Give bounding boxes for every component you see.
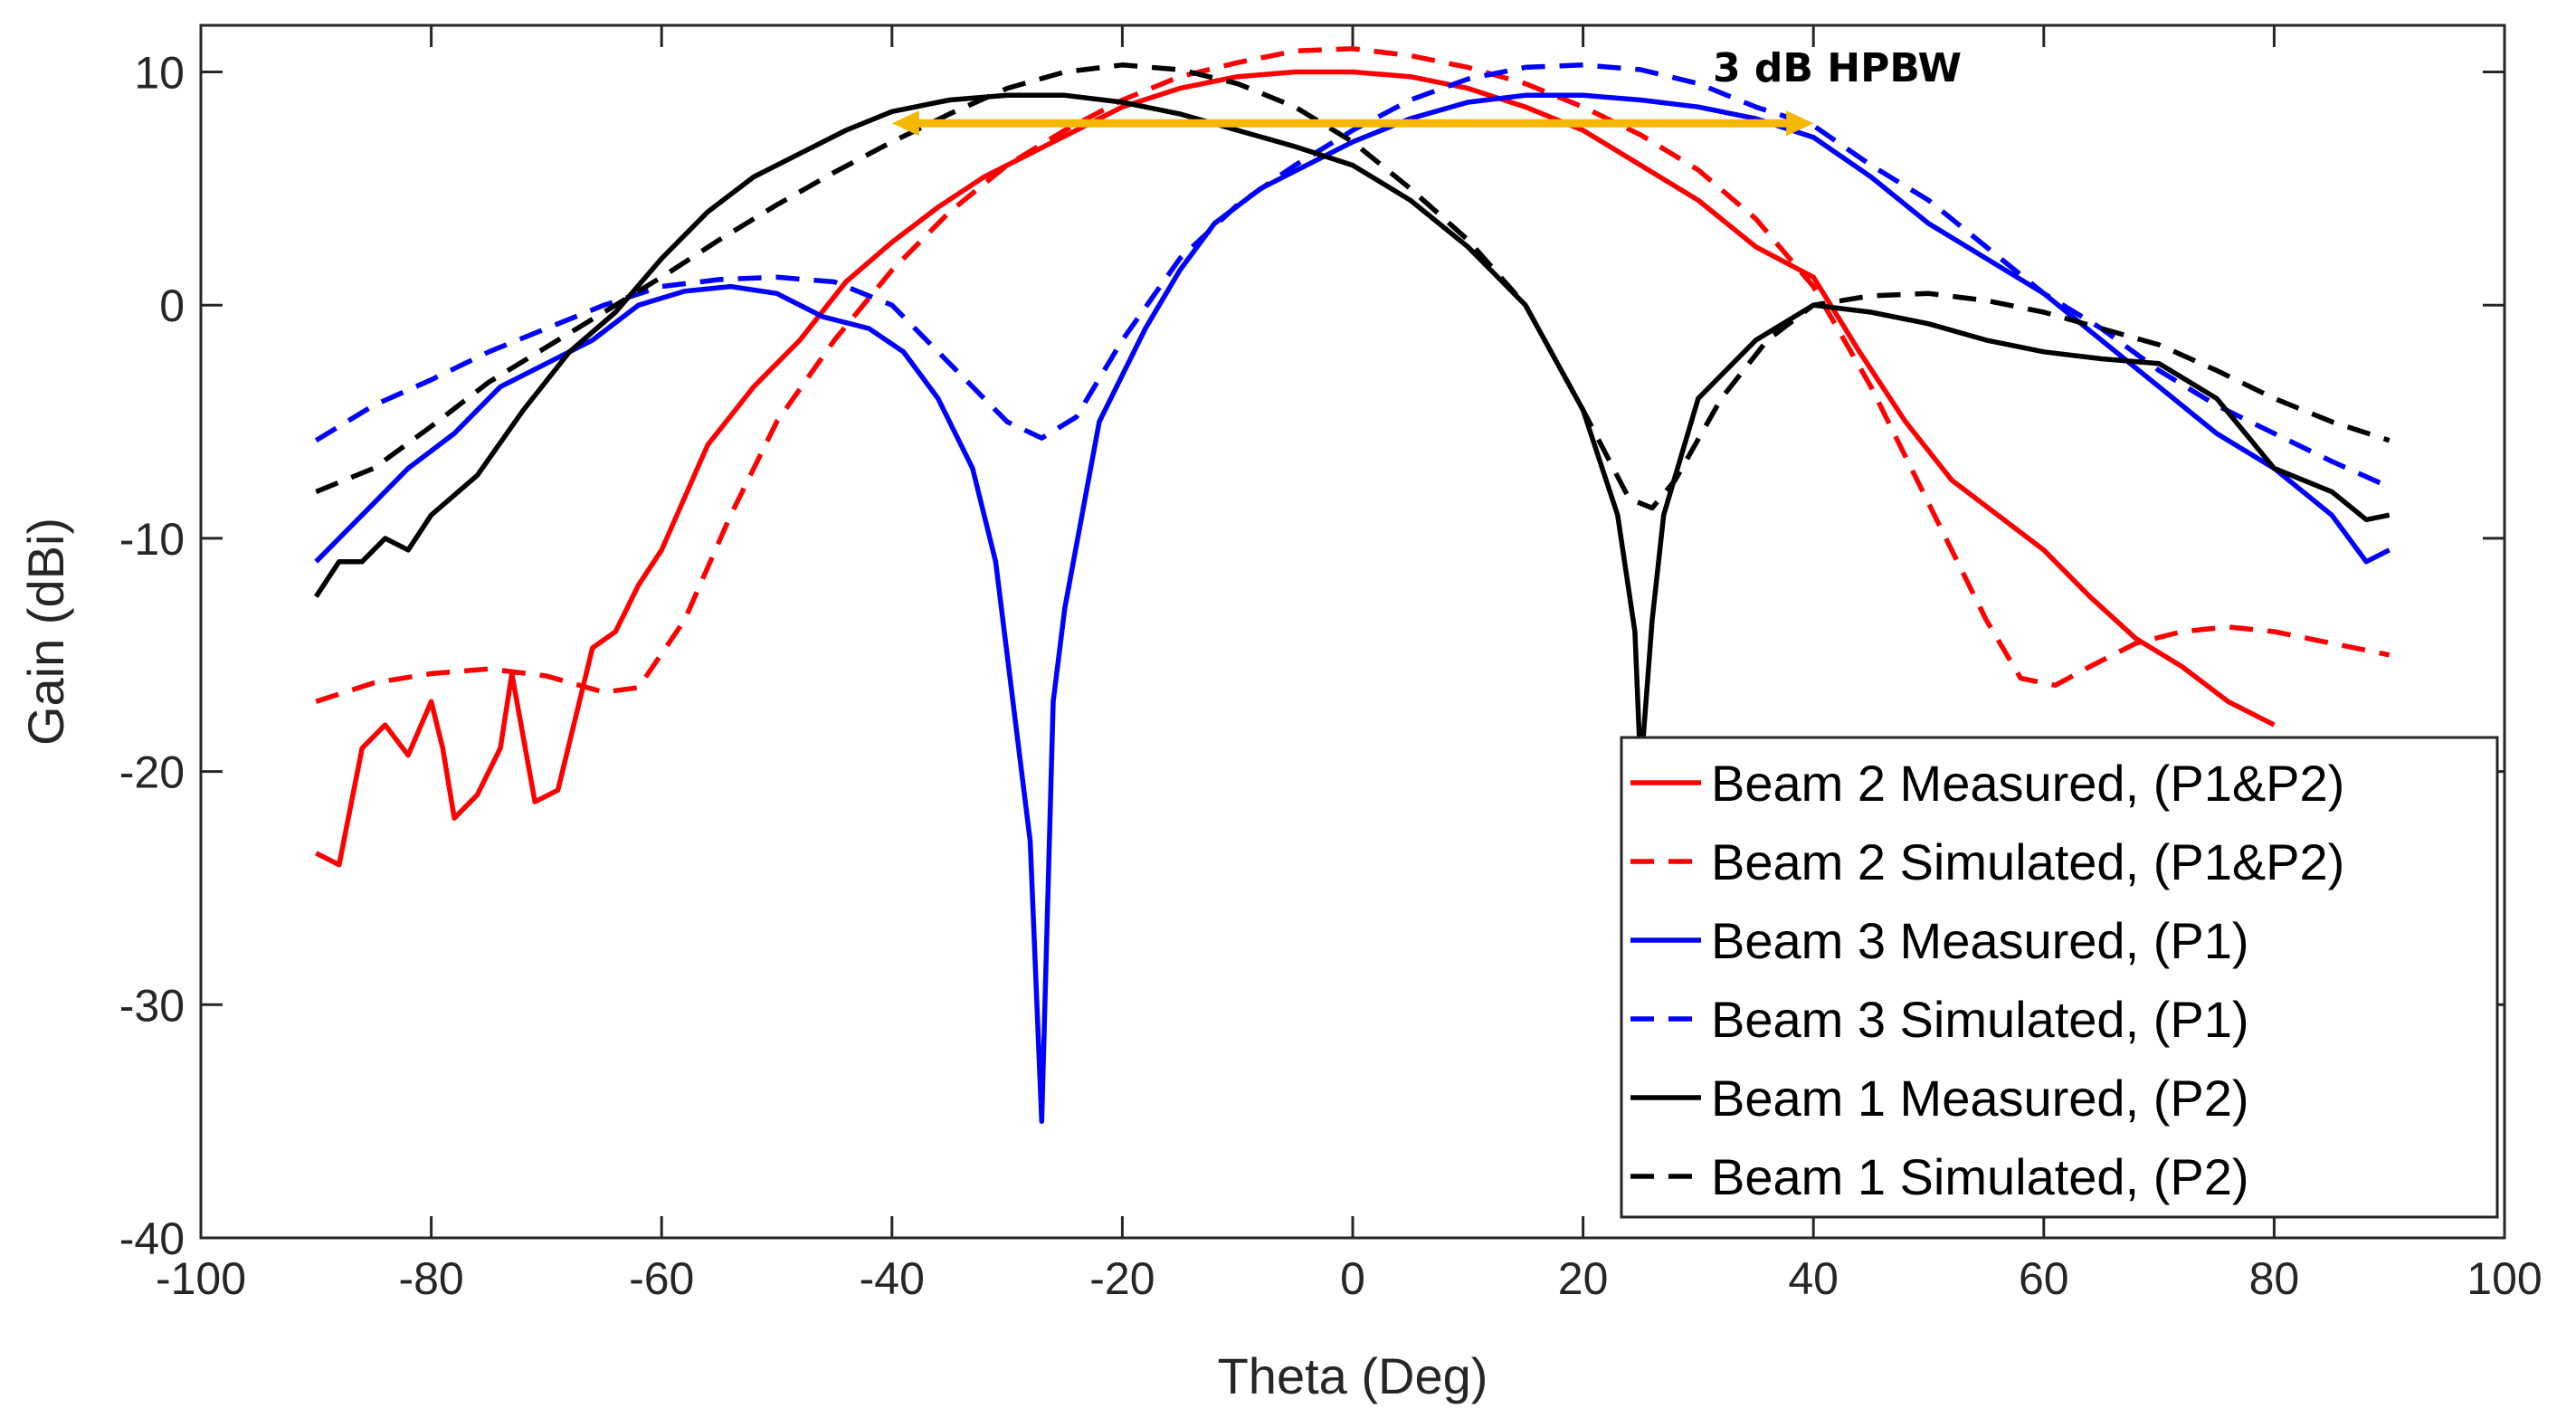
y-axis-label: Gain (dBi) [17,518,74,746]
hpbw-arrowhead-left [891,110,919,137]
series-line-2 [315,46,2391,704]
x-tick-label: 60 [2019,1253,2069,1304]
x-tick-label: 80 [2249,1253,2300,1304]
x-tick-label: -80 [398,1253,463,1304]
legend-label-6: Beam 1 Simulated, (P2) [1711,1148,2248,1205]
x-tick-label: -20 [1089,1253,1155,1304]
legend-label-3: Beam 3 Measured, (P1) [1711,912,2248,969]
legend-box [1620,736,2499,1219]
hpbw-arrowhead-right [1786,110,1814,137]
x-tick-label: -40 [860,1253,925,1304]
y-tick-label: -30 [119,980,185,1031]
x-tick-label: 0 [1340,1253,1365,1304]
series-line-6 [315,62,2391,511]
y-tick-label: -20 [119,747,185,798]
x-tick-label: -100 [156,1253,246,1304]
x-tick-label: 20 [1558,1253,1609,1304]
series-lines [314,46,2391,1124]
x-tick-label: -60 [629,1253,694,1304]
legend-label-2: Beam 2 Simulated, (P1&P2) [1711,833,2344,890]
x-tick-label: 100 [2467,1253,2542,1304]
x-axis-label: Theta (Deg) [1218,1347,1488,1404]
y-tick-label: 10 [134,48,185,99]
y-tick-label: -10 [119,514,185,565]
y-tick-label: 0 [159,281,185,331]
legend-items: Beam 2 Measured, (P1&P2) Beam 2 Simulated… [1630,755,2344,1205]
legend: Beam 2 Measured, (P1&P2) Beam 2 Simulated… [1620,736,2499,1219]
series-line-3 [314,92,2391,1124]
hpbw-annotation: 3 dB HPBW [891,45,1962,137]
x-tick-label: 40 [1788,1253,1839,1304]
series-line-5 [314,92,2391,775]
series-line-4 [314,62,2391,490]
legend-label-1: Beam 2 Measured, (P1&P2) [1711,755,2344,812]
axis-ticks: -100 -80 -60 -40 -20 0 20 40 60 80 100-40-30-20-10… [119,25,2543,1304]
legend-label-5: Beam 1 Measured, (P2) [1711,1070,2248,1127]
y-tick-label: -40 [119,1213,185,1264]
hpbw-annotation-label: 3 dB HPBW [1713,45,1962,91]
legend-label-4: Beam 3 Simulated, (P1) [1711,991,2248,1048]
